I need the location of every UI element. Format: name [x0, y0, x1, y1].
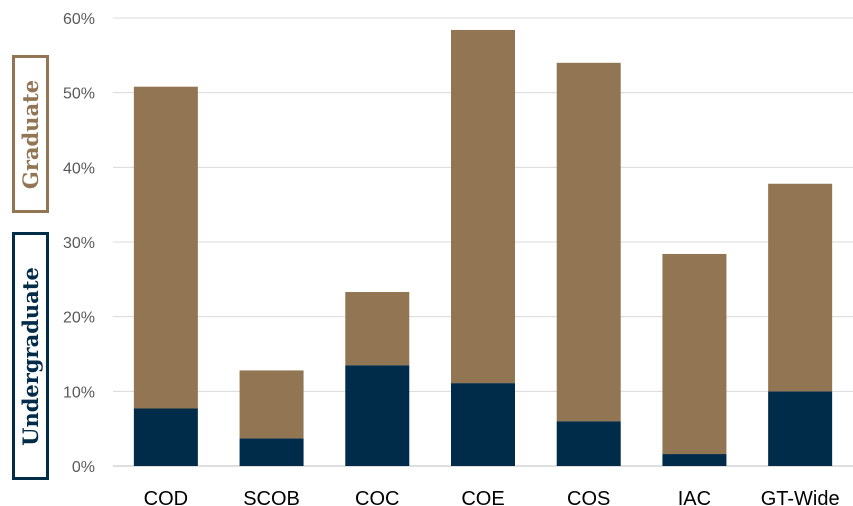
y-tick-label: 20% — [63, 310, 95, 327]
bar-graduate-coc — [345, 292, 410, 366]
x-tick-label: GT-Wide — [761, 488, 840, 506]
x-tick-label: IAC — [678, 488, 711, 506]
bar-undergraduate-gt-wide — [768, 391, 833, 466]
bar-undergraduate-iac — [662, 454, 727, 466]
bar-undergraduate-scob — [239, 438, 304, 466]
bar-graduate-coe — [451, 29, 515, 384]
bar-undergraduate-coe — [451, 383, 515, 466]
x-tick-label: COC — [355, 488, 399, 506]
y-tick-label: 50% — [63, 86, 95, 103]
legend-undergraduate: Undergraduate — [12, 232, 49, 480]
bar-graduate-cod — [133, 86, 198, 409]
x-tick-label: COE — [461, 488, 504, 506]
bar-undergraduate-coc — [345, 365, 410, 466]
y-tick-label: 60% — [63, 11, 95, 28]
x-tick-label: SCOB — [243, 488, 300, 506]
y-tick-label: 10% — [63, 384, 95, 401]
bar-graduate-iac — [662, 253, 727, 455]
x-tick-label: COS — [567, 488, 610, 506]
y-tick-label: 30% — [63, 235, 95, 252]
legend-undergraduate-label: Undergraduate — [18, 266, 44, 446]
bar-undergraduate-cos — [556, 421, 621, 466]
bar-graduate-gt-wide — [768, 183, 833, 392]
x-tick-label: COD — [144, 488, 188, 506]
bar-graduate-cos — [556, 62, 621, 422]
legend-graduate-label: Graduate — [18, 79, 44, 189]
y-tick-label: 0% — [72, 459, 95, 476]
y-tick-label: 40% — [63, 160, 95, 177]
bar-undergraduate-cod — [133, 408, 198, 466]
bar-graduate-scob — [239, 370, 304, 439]
legend-graduate: Graduate — [12, 55, 49, 213]
